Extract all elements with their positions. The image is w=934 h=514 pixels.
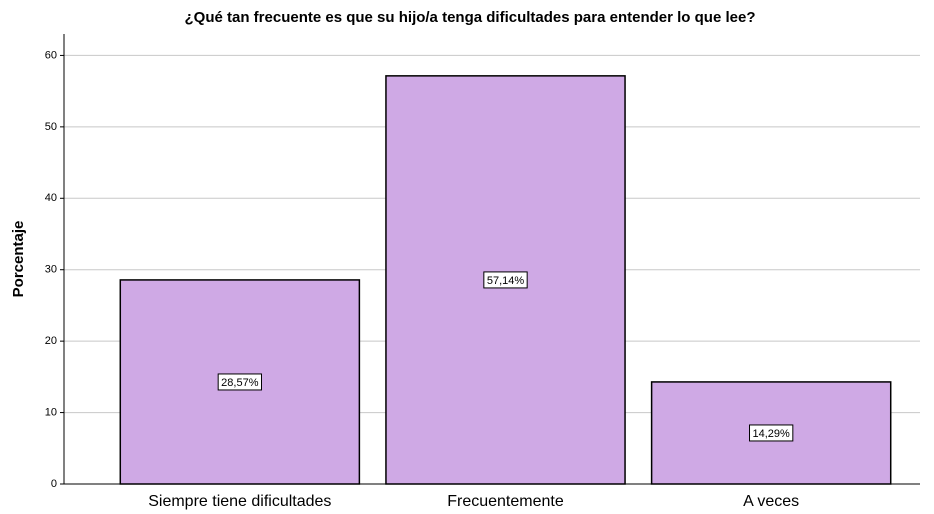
x-tick-label: A veces [743, 493, 799, 510]
y-tick-label: 0 [51, 478, 57, 490]
y-tick-label: 50 [45, 121, 57, 133]
data-label: 14,29% [753, 428, 791, 440]
y-tick-label: 30 [45, 264, 57, 276]
data-label: 57,14% [487, 275, 525, 287]
x-tick-label: Siempre tiene dificultades [148, 493, 331, 510]
y-tick-label: 60 [45, 49, 57, 61]
y-tick-label: 20 [45, 335, 57, 347]
data-label-box [217, 373, 262, 391]
data-label-box [483, 271, 528, 289]
data-label-box [749, 424, 794, 442]
y-tick-label: 40 [45, 192, 57, 204]
y-axis-label: Porcentaje [10, 221, 27, 298]
x-tick-label: Frecuentemente [447, 493, 564, 510]
data-label: 28,57% [221, 377, 259, 389]
y-tick-label: 10 [45, 406, 57, 418]
chart-title: ¿Qué tan frecuente es que su hijo/a teng… [185, 9, 756, 26]
